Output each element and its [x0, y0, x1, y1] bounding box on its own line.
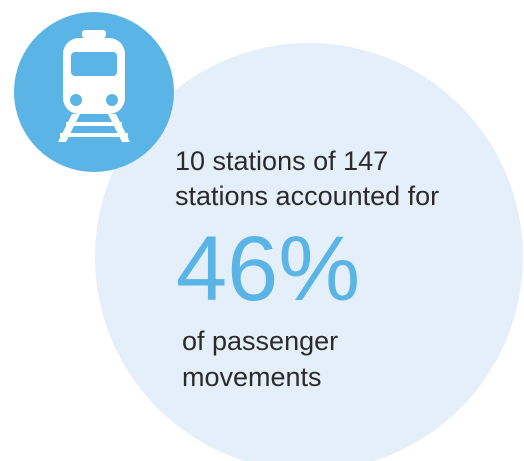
train-icon: [58, 30, 130, 142]
background-circle: [95, 43, 523, 461]
statement-line: stations accounted for: [175, 181, 439, 211]
closing-line: movements: [182, 362, 322, 392]
statement-line: 10 stations of 147: [175, 146, 388, 176]
highlight-figure: 46%: [176, 218, 360, 320]
closing-line: of passenger: [182, 326, 338, 356]
